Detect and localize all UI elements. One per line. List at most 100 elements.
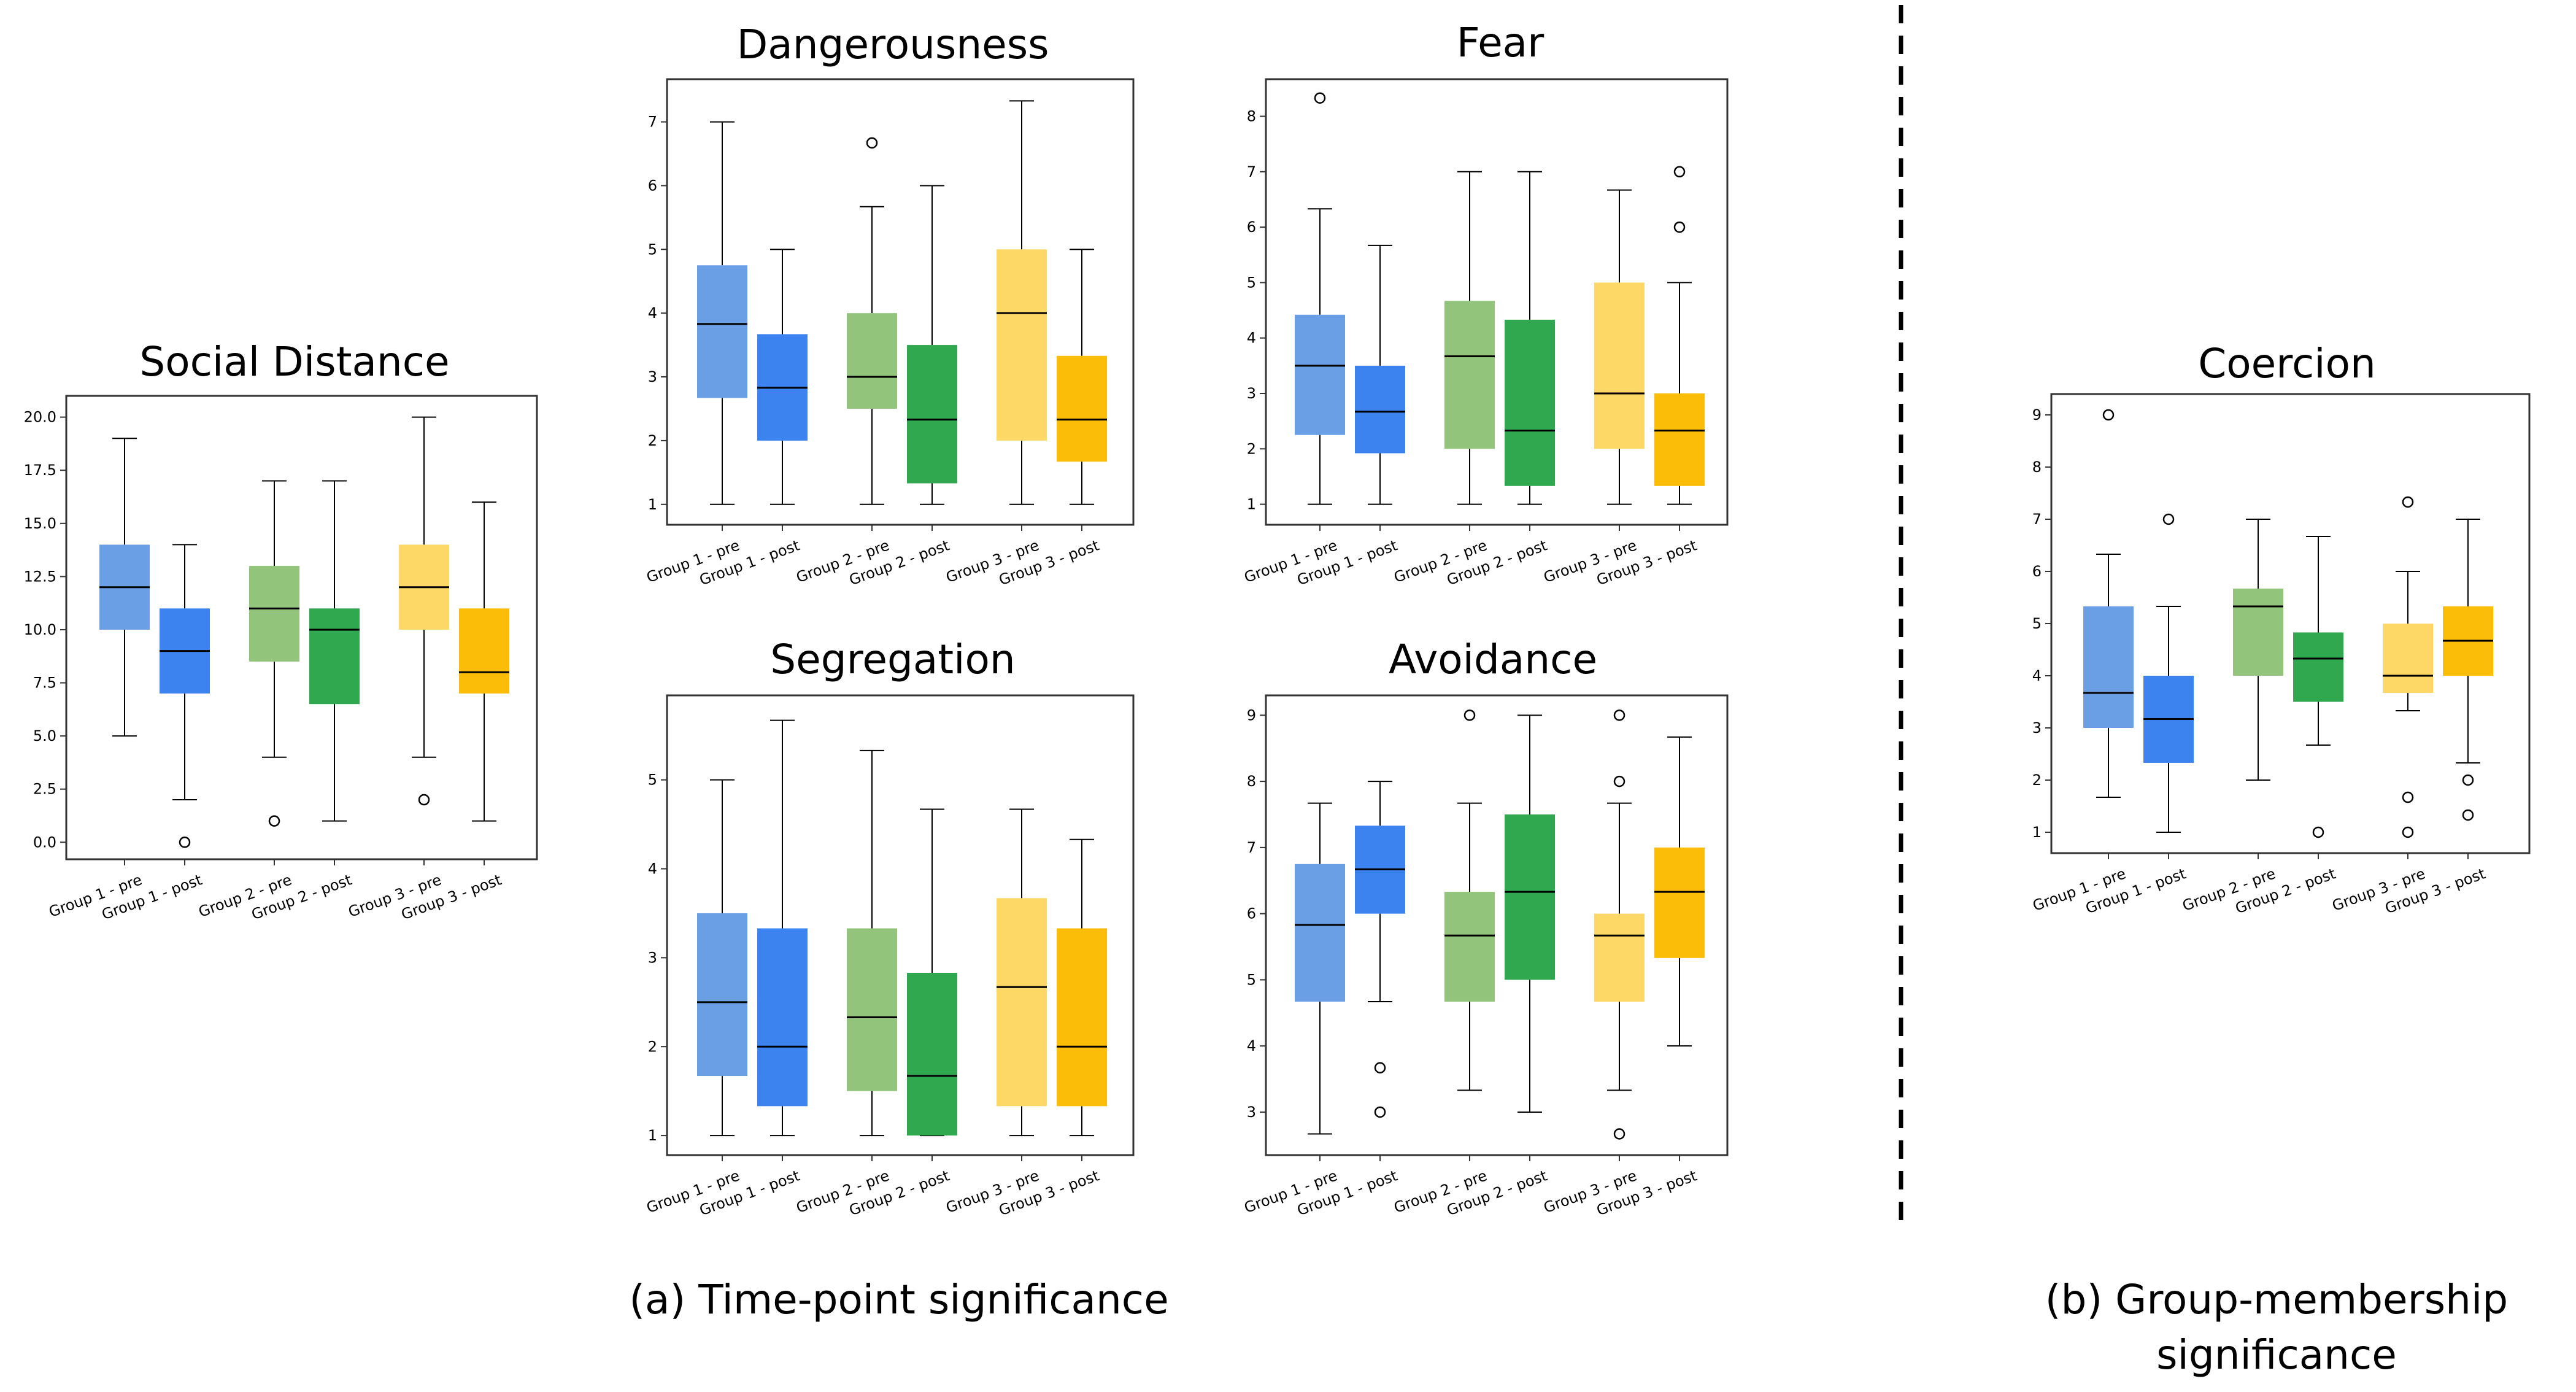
box-6: [1057, 249, 1107, 505]
outlier-point: [179, 837, 191, 848]
box-body: [697, 913, 747, 1077]
outlier-point: [2312, 826, 2324, 838]
y-tick-label: 6: [1247, 905, 1256, 922]
box-body: [1505, 814, 1555, 980]
box-body: [2233, 589, 2283, 676]
outlier-point: [2462, 774, 2474, 786]
box-body: [2383, 624, 2433, 694]
plot-frame: [666, 78, 1135, 526]
box-body: [1505, 319, 1555, 486]
box-body: [697, 265, 747, 398]
outlier-point: [2402, 791, 2414, 803]
y-tick-label: 9: [1247, 706, 1256, 724]
box-4: [907, 185, 957, 505]
caption-group-membership-line2: significance: [2156, 1331, 2397, 1378]
box-body: [1355, 365, 1405, 454]
chart-title-social-distance: Social Distance: [139, 338, 449, 385]
box-body: [1057, 928, 1107, 1107]
box-2: [1355, 244, 1405, 505]
box-body: [847, 313, 897, 409]
y-tick-label: 5: [648, 241, 657, 258]
box-6: [1654, 166, 1705, 505]
outlier-point: [418, 794, 430, 806]
y-tick-label: 7: [1247, 839, 1256, 856]
plot-frame: [1265, 78, 1729, 526]
outlier-point: [1374, 1062, 1386, 1073]
chart-title-dangerousness: Dangerousness: [736, 21, 1049, 68]
box-2: [2143, 513, 2194, 833]
box-2: [1355, 781, 1405, 1118]
box-3: [847, 749, 897, 1137]
box-body: [1654, 393, 1705, 486]
box-body: [997, 249, 1047, 441]
box-body: [2293, 632, 2343, 702]
box-body: [1594, 282, 1645, 449]
y-tick-label: 9: [2032, 406, 2042, 423]
y-tick-label: 8: [1247, 773, 1256, 790]
plot-frame: [1265, 694, 1729, 1156]
outlier-point: [1314, 92, 1326, 104]
y-tick-label: 8: [2032, 458, 2042, 476]
box-5: [997, 100, 1047, 505]
plot-frame: [65, 395, 538, 860]
outlier-point: [1613, 1128, 1625, 1140]
y-tick-label: 4: [648, 860, 657, 878]
y-tick-label: 1: [2032, 824, 2042, 841]
box-4: [1505, 714, 1555, 1113]
y-tick-label: 6: [1247, 218, 1256, 236]
box-5: [399, 416, 449, 806]
box-3: [847, 137, 897, 505]
outlier-point: [866, 137, 878, 149]
outlier-point: [1463, 710, 1476, 721]
plot-frame: [666, 694, 1135, 1156]
box-2: [160, 544, 210, 848]
y-tick-label: 0.0: [33, 833, 56, 851]
caption-time-point: (a) Time-point significance: [629, 1276, 1168, 1323]
box-body: [1057, 355, 1107, 462]
y-tick-label: 12.5: [24, 568, 56, 585]
box-5: [997, 808, 1047, 1137]
outlier-point: [1673, 166, 1686, 178]
outlier-point: [1673, 221, 1686, 233]
y-tick-label: 2: [2032, 771, 2042, 789]
y-tick-label: 8: [1247, 108, 1256, 125]
y-tick-label: 5: [1247, 274, 1256, 291]
y-tick-label: 5.0: [33, 727, 56, 744]
y-tick-label: 4: [1247, 1037, 1256, 1054]
y-tick-label: 2: [1247, 440, 1256, 457]
y-tick-label: 7: [1247, 163, 1256, 180]
box-body: [1444, 301, 1495, 449]
box-6: [1057, 838, 1107, 1137]
outlier-point: [1613, 710, 1625, 721]
box-4: [2293, 536, 2343, 838]
box-body: [309, 608, 360, 705]
y-tick-label: 4: [2032, 667, 2042, 684]
box-body: [1295, 314, 1345, 435]
box-1: [2083, 409, 2134, 798]
y-tick-label: 3: [1247, 1104, 1256, 1121]
y-tick-label: 4: [1247, 330, 1256, 347]
outlier-point: [2402, 826, 2414, 838]
box-4: [309, 480, 360, 822]
y-tick-label: 7: [648, 114, 657, 131]
caption-group-membership-line1: (b) Group-membership: [2045, 1276, 2508, 1323]
outlier-point: [1374, 1106, 1386, 1118]
y-tick-label: 4: [648, 304, 657, 322]
box-body: [1295, 864, 1345, 1002]
chart-title-coercion: Coercion: [2198, 340, 2376, 387]
box-4: [907, 808, 957, 1137]
box-6: [1654, 736, 1705, 1047]
box-body: [2083, 606, 2134, 728]
y-tick-label: 1: [648, 496, 657, 513]
y-tick-label: 17.5: [24, 462, 56, 479]
chart-title-avoidance: Avoidance: [1389, 636, 1597, 683]
box-5: [1594, 189, 1645, 505]
chart-title-fear: Fear: [1457, 19, 1544, 66]
box-body: [757, 928, 808, 1107]
box-6: [2443, 519, 2493, 821]
